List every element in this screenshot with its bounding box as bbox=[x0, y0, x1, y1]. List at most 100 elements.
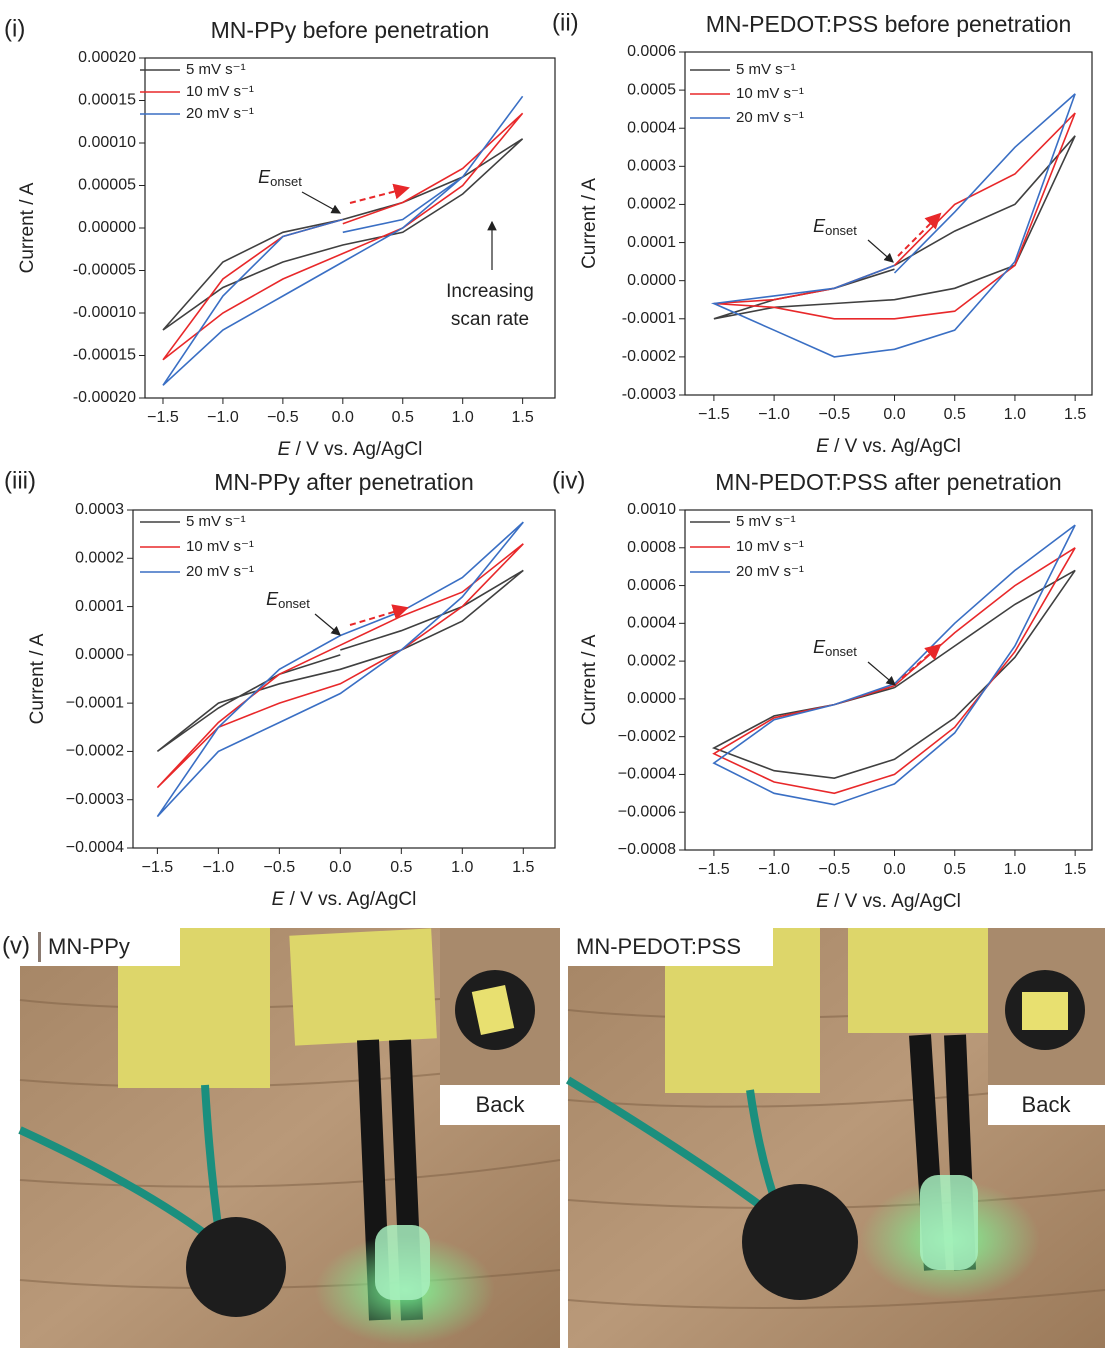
x-axis-label-text: / V vs. Ag/AgCl bbox=[284, 889, 416, 910]
chart-title: MN-PPy before penetration bbox=[211, 17, 490, 43]
y-tick-label: 0.0004 bbox=[627, 615, 676, 632]
x-tick-label: −0.5 bbox=[819, 861, 851, 878]
y-tick-label: -0.00020 bbox=[73, 389, 136, 406]
separator bbox=[38, 932, 41, 962]
y-tick-label: −0.0004 bbox=[618, 766, 676, 783]
led bbox=[375, 1225, 430, 1300]
y-tick-label: 0.00020 bbox=[78, 49, 136, 66]
x-axis-label-symbol: E bbox=[816, 436, 829, 457]
y-tick-label: 0.0002 bbox=[75, 550, 124, 567]
annotation-arrow bbox=[314, 613, 341, 636]
y-tick-label: 0.0002 bbox=[627, 652, 676, 669]
y-tick-label: −0.0003 bbox=[66, 791, 124, 808]
photo-caption: MN-PPy bbox=[48, 934, 130, 959]
cv-curve bbox=[156, 569, 524, 753]
y-axis-label: Current / A bbox=[579, 178, 600, 269]
cv-curve bbox=[710, 93, 1076, 358]
x-tick-label: 1.0 bbox=[1004, 406, 1026, 423]
legend-label: 5 mV s⁻¹ bbox=[186, 61, 246, 78]
x-axis-label: E / V vs. Ag/AgCl bbox=[816, 436, 961, 457]
y-tick-label: 0.0001 bbox=[627, 234, 676, 251]
legend-label: 20 mV s⁻¹ bbox=[736, 109, 804, 126]
cv-curve bbox=[156, 543, 524, 789]
annotation-symbol: E bbox=[813, 216, 826, 236]
cv-curve bbox=[712, 547, 1076, 795]
legend-label: 10 mV s⁻¹ bbox=[186, 83, 254, 100]
annotation-symbol: E bbox=[813, 637, 826, 657]
microneedle-disc bbox=[186, 1217, 286, 1317]
cv-curve bbox=[156, 521, 524, 818]
plot-frame bbox=[132, 509, 556, 849]
y-tick-label: 0.0000 bbox=[627, 272, 676, 289]
cv-curve bbox=[162, 95, 524, 386]
legend-label: 10 mV s⁻¹ bbox=[736, 538, 804, 555]
chart: (i) MN-PPy before penetration Current / A E… bbox=[4, 15, 556, 460]
x-tick-label: 0.5 bbox=[392, 409, 414, 426]
x-tick-label: 0.0 bbox=[332, 409, 354, 426]
chart: (iii) MN-PPy after penetration Current / A… bbox=[4, 467, 556, 910]
caption-box bbox=[568, 928, 773, 966]
x-axis-label-symbol: E bbox=[272, 889, 285, 910]
tape bbox=[848, 928, 988, 1033]
x-tick-label: 1.5 bbox=[1064, 861, 1086, 878]
inset-caption: Back bbox=[1022, 1092, 1072, 1117]
y-tick-label: 0.0005 bbox=[627, 81, 676, 98]
chart-title: MN-PPy after penetration bbox=[214, 469, 474, 495]
y-tick-label: 0.0003 bbox=[75, 501, 124, 518]
x-tick-label: −1.0 bbox=[203, 859, 235, 876]
x-axis-label: E / V vs. Ag/AgCl bbox=[816, 891, 961, 912]
panel-label: (iii) bbox=[4, 467, 36, 494]
x-tick-label: 1.0 bbox=[1004, 861, 1026, 878]
annotation-subscript: onset bbox=[825, 644, 857, 659]
caption-box bbox=[20, 928, 180, 966]
y-tick-label: 0.0004 bbox=[627, 119, 676, 136]
annotation: Eonset bbox=[266, 589, 310, 612]
y-tick-label: -0.0003 bbox=[622, 386, 676, 403]
x-axis-label-text: / V vs. Ag/AgCl bbox=[290, 439, 422, 460]
x-tick-label: −0.5 bbox=[819, 406, 851, 423]
cv-curve bbox=[712, 524, 1076, 806]
x-tick-label: 0.0 bbox=[329, 859, 351, 876]
annotation-subscript: onset bbox=[825, 223, 857, 238]
scan-direction-arrow bbox=[901, 643, 942, 679]
y-tick-label: −0.0006 bbox=[618, 803, 676, 820]
y-axis-label: Current / A bbox=[17, 182, 38, 273]
cv-curve bbox=[162, 112, 524, 361]
y-tick-label: -0.00005 bbox=[73, 262, 136, 279]
legend-label: 5 mV s⁻¹ bbox=[186, 513, 246, 530]
y-tick-label: 0.00010 bbox=[78, 134, 136, 151]
x-tick-label: 1.5 bbox=[512, 859, 534, 876]
plot-frame bbox=[684, 509, 1093, 851]
x-tick-label: −1.0 bbox=[758, 406, 790, 423]
chart: (ii) MN-PEDOT:PSS before penetration Curre… bbox=[552, 9, 1093, 457]
inset-caption-box bbox=[988, 1085, 1105, 1125]
led bbox=[920, 1175, 978, 1270]
x-tick-label: −1.5 bbox=[698, 406, 730, 423]
cv-curve bbox=[713, 135, 1076, 320]
x-tick-label: −1.0 bbox=[758, 861, 790, 878]
scan-direction-arrow bbox=[897, 212, 942, 257]
y-tick-label: 0.00015 bbox=[78, 92, 136, 109]
cv-curve bbox=[713, 112, 1076, 320]
x-tick-label: −1.5 bbox=[698, 861, 730, 878]
inset-tape bbox=[1022, 992, 1068, 1030]
y-tick-label: 0.0002 bbox=[627, 196, 676, 213]
y-tick-label: −0.0008 bbox=[618, 841, 676, 858]
legend-label: 5 mV s⁻¹ bbox=[736, 61, 796, 78]
annotation-arrow bbox=[301, 191, 342, 214]
legend-label: 20 mV s⁻¹ bbox=[186, 563, 254, 580]
y-tick-label: 0.0006 bbox=[627, 577, 676, 594]
x-tick-label: 0.0 bbox=[883, 406, 905, 423]
annotation-arrow bbox=[867, 661, 896, 686]
photo-caption: MN-PEDOT:PSS bbox=[576, 934, 741, 959]
annotation-subscript: onset bbox=[278, 596, 310, 611]
annotation-symbol: E bbox=[266, 589, 279, 609]
y-tick-label: 0.0010 bbox=[627, 501, 676, 518]
annotation: Eonset bbox=[813, 637, 857, 660]
y-tick-label: −0.0002 bbox=[618, 728, 676, 745]
x-axis-label: E / V vs. Ag/AgCl bbox=[278, 439, 423, 460]
x-tick-label: −0.5 bbox=[267, 409, 299, 426]
y-tick-label: -0.00010 bbox=[73, 304, 136, 321]
x-axis-label-text: / V vs. Ag/AgCl bbox=[829, 891, 961, 912]
